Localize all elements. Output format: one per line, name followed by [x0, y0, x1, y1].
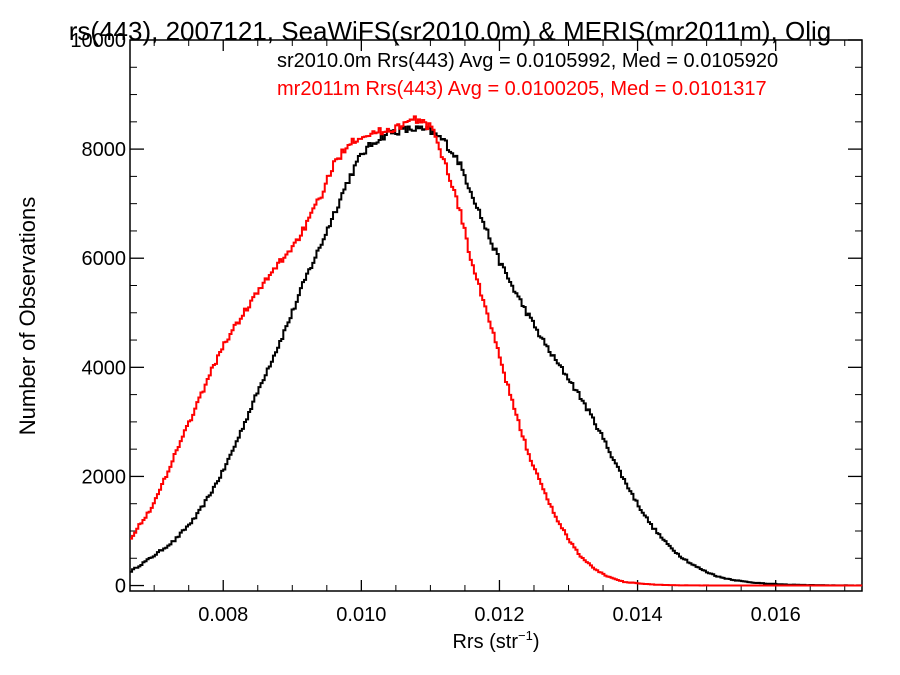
x-axis-label: Rrs (str−1) — [452, 628, 539, 653]
y-tick-label: 2000 — [82, 466, 127, 488]
x-axis-ticks: 0.008 0.010 0.012 0.014 0.016 — [153, 40, 846, 626]
x-tick-label: 0.008 — [198, 604, 248, 626]
y-tick-label: 8000 — [82, 139, 127, 161]
chart-title: rs(443), 2007121, SeaWiFS(sr2010.0m) & M… — [69, 16, 831, 46]
series-layer — [130, 115, 863, 587]
legend: sr2010.0m Rrs(443) Avg = 0.0105992, Med … — [277, 50, 778, 100]
y-tick-label: 4000 — [82, 357, 127, 379]
legend-entry-mr2011: mr2011m Rrs(443) Avg = 0.0100205, Med = … — [277, 78, 767, 100]
plot-area: 0.008 0.010 0.012 0.014 0.016 0 2000 4000 6000 8… — [70, 30, 863, 626]
x-tick-label: 0.016 — [751, 604, 801, 626]
series-line-sr2010 — [130, 125, 863, 587]
x-axis-label-main: Rrs (str — [452, 631, 518, 653]
plot-frame — [129, 39, 863, 592]
y-axis-ticks: 0 2000 4000 6000 8000 10000 — [70, 30, 862, 598]
y-tick-label: 0 — [115, 576, 126, 598]
x-axis-label-superscript: −1 — [518, 628, 533, 643]
legend-entry-sr2010: sr2010.0m Rrs(443) Avg = 0.0105992, Med … — [277, 50, 778, 72]
series-line-mr2011 — [130, 115, 863, 587]
y-tick-label: 10000 — [70, 30, 126, 52]
x-tick-label: 0.010 — [336, 604, 386, 626]
x-tick-label: 0.012 — [474, 604, 524, 626]
y-axis-label: Number of Observations — [15, 197, 40, 435]
x-tick-label: 0.014 — [613, 604, 663, 626]
y-tick-label: 6000 — [82, 248, 127, 270]
x-axis-label-close: ) — [533, 631, 540, 653]
